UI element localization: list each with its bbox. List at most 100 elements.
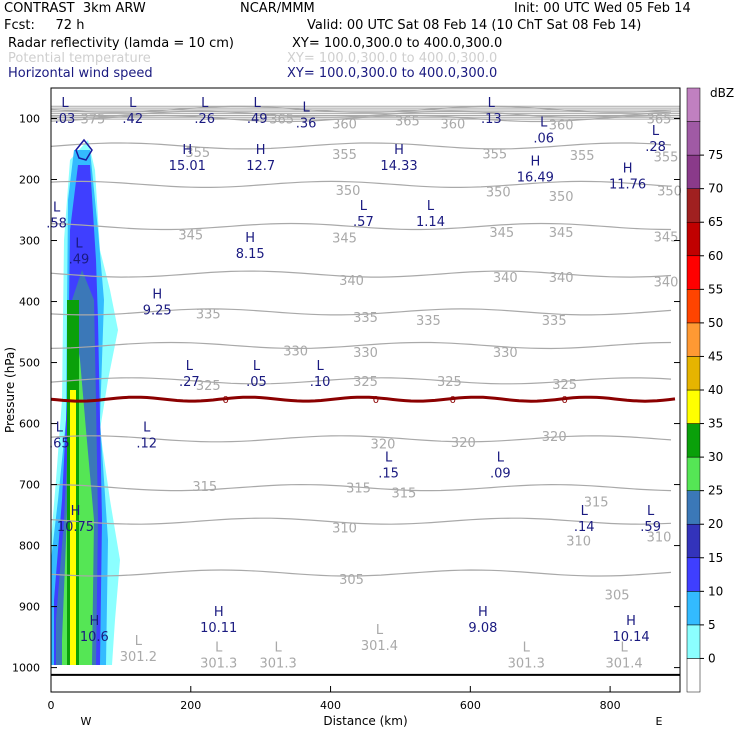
theta-contour-label: 360: [549, 119, 574, 134]
theta-contour-label: 345: [654, 230, 679, 245]
colorbar-swatch: [686, 423, 701, 458]
theta-contour-label: 335: [353, 311, 378, 326]
theta-contour: [50, 222, 672, 231]
theta-contour: [50, 569, 672, 577]
theta-contour-label: 360: [332, 117, 357, 132]
y-tick-label: 200: [19, 174, 40, 187]
theta-extremum-marker: L: [135, 634, 143, 649]
theta-extremum-value: 301.3: [508, 656, 545, 671]
x-end-label-east: E: [656, 715, 663, 728]
wind-extremum-marker: H: [256, 143, 266, 158]
colorbar-swatch: [686, 221, 701, 257]
wind-extremum-value: .27: [179, 375, 200, 390]
freezing-level-line: [50, 395, 676, 403]
theta-contour: [50, 308, 672, 316]
wind-extremum-marker: L: [427, 199, 435, 214]
wind-extremum-marker: H: [530, 155, 540, 170]
theta-contour-label: 360: [440, 117, 465, 132]
theta-contour-label: 310: [647, 530, 672, 545]
colorbar-swatch: [686, 289, 701, 324]
theta-contour-label: 310: [332, 521, 357, 536]
wind-extremum-value: .57: [353, 215, 374, 230]
colorbar-label: 0: [708, 651, 716, 665]
colorbar-swatch: [686, 658, 701, 693]
theta-contour-label: 320: [371, 438, 396, 453]
wind-extremum-marker: L: [497, 451, 505, 466]
theta-extremum-value: 301.2: [120, 650, 157, 665]
y-tick-label: 1000: [12, 662, 40, 675]
theta-contour-label: 335: [416, 314, 441, 329]
wind-extremum-value: 10.11: [200, 621, 237, 636]
wind-extremum-marker: H: [214, 605, 224, 620]
echo-40dbz: [70, 390, 76, 665]
wind-extremum-value: 9.25: [143, 304, 172, 319]
theta-extremum-marker: L: [215, 640, 223, 655]
colorbar-label: 20: [708, 517, 723, 531]
theta-contours: [50, 105, 680, 577]
field3-name: Horizontal wind speed: [8, 66, 153, 81]
theta-contour-label: 325: [437, 375, 462, 390]
wind-extremum-value: .06: [533, 132, 554, 147]
theta-contour-label: 320: [451, 436, 476, 451]
colorbar-label: 25: [708, 484, 723, 498]
theta-contour-label: 355: [332, 148, 357, 163]
wind-extremum-value: .05: [246, 375, 267, 390]
x-tick-label: 400: [320, 699, 341, 712]
theta-contour: [50, 483, 672, 492]
wind-extremum-value: .58: [46, 216, 67, 231]
theta-contour-label: 315: [392, 486, 417, 501]
theta-extremum-marker: L: [523, 640, 531, 655]
freezing-level-label: 0: [561, 395, 567, 406]
theta-contour-label: 320: [542, 430, 567, 445]
theta-contour-label: 330: [493, 346, 518, 361]
wind-extremum-marker: L: [540, 116, 548, 131]
theta-contour-label: 325: [353, 375, 378, 390]
wind-extremum-marker: H: [152, 288, 162, 303]
colorbar-label: 15: [708, 551, 723, 565]
theta-extremum-marker: L: [620, 640, 628, 655]
theta-contour-label: 375: [81, 113, 106, 128]
y-tick-label: 800: [19, 540, 40, 553]
header-forecast-hour: Fcst: 72 h: [4, 18, 85, 33]
wind-extremum-marker: H: [71, 504, 81, 519]
wind-extremum-marker: L: [302, 100, 310, 115]
theta-contour-label: 345: [332, 231, 357, 246]
colorbar-label: 5: [708, 618, 716, 632]
theta-contour-label: 350: [486, 186, 511, 201]
colorbar-swatch: [686, 456, 701, 491]
wind-extremum-value: .49: [69, 252, 90, 267]
theta-contour: [50, 180, 672, 188]
field3-xy: XY= 100.0,300.0 to 400.0,300.0: [287, 66, 498, 81]
theta-contour-label: 330: [353, 346, 378, 361]
theta-contour-label: 350: [549, 190, 574, 205]
wind-extremum-value: .10: [310, 375, 331, 390]
wind-extremum-marker: H: [623, 161, 633, 176]
theta-contour-label: 345: [178, 228, 203, 243]
plot-background: [51, 88, 680, 692]
wind-extremum-marker: L: [652, 124, 660, 139]
colorbar-label: 65: [708, 215, 723, 229]
wind-extremum-marker: L: [488, 96, 496, 111]
theta-contour: [50, 142, 672, 150]
wind-extremum-marker: H: [182, 143, 192, 158]
wind-extremum-value: 1.14: [416, 215, 445, 230]
theta-contour-label: 315: [584, 496, 609, 511]
wind-extremum-marker: L: [254, 96, 262, 111]
theta-contour-label: 340: [654, 275, 679, 290]
theta-contour: [50, 270, 672, 278]
colorbar-label: 40: [708, 383, 723, 397]
y-tick-label: 600: [19, 418, 40, 431]
freezing-level: 0 0 0 0: [50, 395, 676, 406]
wind-extremum-value: .13: [481, 112, 502, 127]
freezing-level-label: 0: [450, 395, 456, 406]
y-tick-label: 500: [19, 357, 40, 370]
theta-contour-label: 355: [570, 149, 595, 164]
wind-speed-extrema: L.03L.42L.26L.49L.36L.13 L.06 L.28H15.01H1…: [46, 96, 680, 676]
wind-extremum-value: 14.33: [380, 159, 417, 174]
theta-contour-label: 350: [657, 184, 682, 199]
theta-contour: [50, 377, 672, 385]
theta-extremum-value: 301.3: [200, 656, 237, 671]
colorbar-swatch: [686, 87, 701, 122]
header-init-time: Init: 00 UTC Wed 05 Feb 14: [514, 1, 691, 16]
y-tick-label: 900: [19, 601, 40, 614]
